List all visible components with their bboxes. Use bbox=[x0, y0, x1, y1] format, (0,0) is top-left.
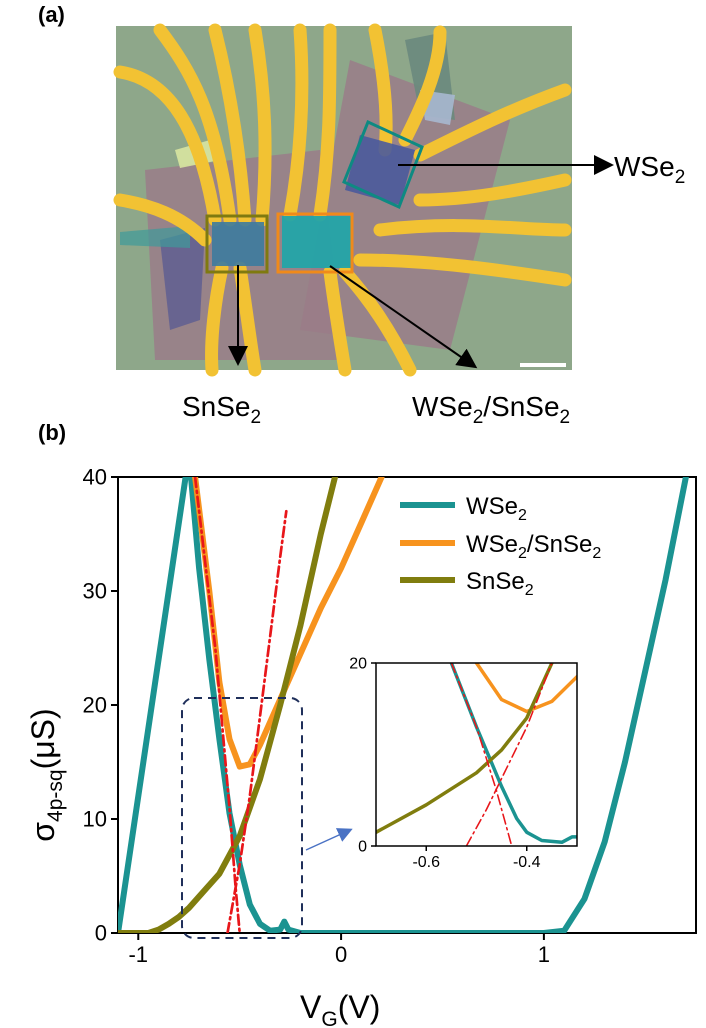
main-y-tick-label: 10 bbox=[83, 807, 107, 832]
legend-wse2: WSe2 bbox=[466, 493, 527, 524]
zoom-arrow bbox=[305, 828, 353, 851]
main-y-tick-label: 30 bbox=[83, 579, 107, 604]
optical-micrograph: WSe2 SnSe2 WSe2/SnSe2 bbox=[113, 23, 685, 428]
inset-x-tick-label: -0.6 bbox=[412, 854, 440, 871]
main-x-tick-label: -1 bbox=[128, 942, 148, 967]
inset-y-tick-label: 0 bbox=[358, 839, 367, 856]
snse2-annotation: SnSe2 bbox=[182, 391, 261, 428]
inset-series-2 bbox=[376, 663, 554, 835]
zoom-region-box bbox=[181, 697, 303, 939]
main-series-0 bbox=[118, 477, 689, 933]
inset-series bbox=[376, 663, 577, 846]
dark-flake bbox=[160, 228, 205, 330]
panel-a-label: (a) bbox=[38, 2, 65, 27]
panel-b-label: (b) bbox=[38, 420, 67, 445]
legend-hetero: WSe2/SnSe2 bbox=[466, 531, 601, 562]
main-y-tick-label: 20 bbox=[83, 693, 107, 718]
gold-electrodes bbox=[113, 23, 572, 377]
inset-y-tick-label: 20 bbox=[349, 656, 367, 673]
inset-background bbox=[376, 663, 577, 846]
y-axis-label: σ4p-sq(μS) bbox=[25, 708, 67, 841]
main-series-2 bbox=[118, 477, 338, 933]
inset-series-4 bbox=[465, 663, 553, 846]
inset-frame bbox=[375, 662, 578, 847]
inset-series-3 bbox=[450, 663, 513, 846]
inset-chart: -0.6 -0.4 0 20 bbox=[349, 656, 578, 871]
inset-x-tick-label: -0.4 bbox=[513, 854, 541, 871]
main-x-tick-label: 1 bbox=[538, 942, 550, 967]
wse2-box bbox=[342, 119, 424, 210]
inset-series-0 bbox=[449, 663, 577, 845]
scale-bar bbox=[520, 363, 566, 367]
main-y-tick-label: 0 bbox=[95, 921, 107, 946]
hetero-annotation: WSe2/SnSe2 bbox=[412, 391, 570, 428]
wse2-annotation: WSe2 bbox=[614, 151, 685, 188]
main-y-tick-label: 40 bbox=[83, 465, 107, 490]
main-series-3 bbox=[193, 477, 242, 933]
hetero-arrow bbox=[329, 265, 478, 369]
main-series-4 bbox=[226, 509, 288, 933]
legend: WSe2 WSe2/SnSe2 SnSe2 bbox=[400, 493, 601, 599]
x-axis-label: VG(V) bbox=[300, 989, 380, 1028]
main-x-tick-label: 0 bbox=[335, 942, 347, 967]
main-series bbox=[118, 477, 689, 933]
legend-snse2: SnSe2 bbox=[466, 568, 534, 599]
hetero-box bbox=[276, 212, 354, 274]
inset-series-1 bbox=[474, 663, 577, 714]
